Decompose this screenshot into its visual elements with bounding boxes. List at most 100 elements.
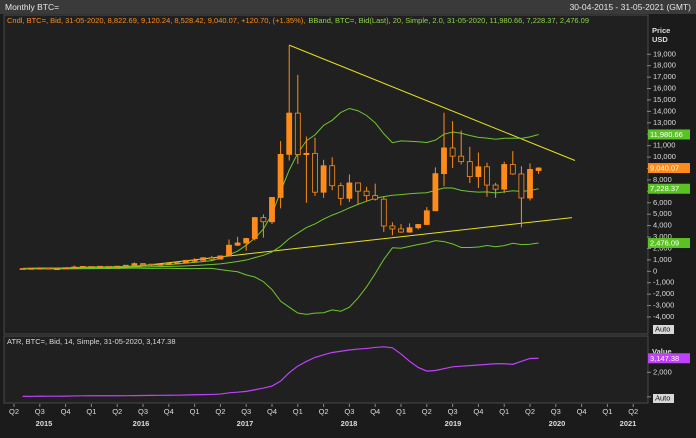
candle-body [449, 147, 456, 157]
auto-label[interactable]: Auto [655, 324, 670, 333]
trendline [289, 44, 576, 161]
x-tick-label: Q2 [319, 407, 329, 416]
candle-body [131, 263, 138, 266]
value-tag-label: 7,228.37 [650, 184, 679, 193]
year-label: 2016 [133, 419, 150, 428]
candle-body [363, 190, 370, 197]
candle-body [355, 182, 361, 192]
candle-body [406, 227, 413, 233]
candle-body [432, 173, 439, 212]
candle-body [389, 225, 396, 230]
x-tick-label: Q2 [525, 407, 535, 416]
y-tick-label: 17,000 [653, 72, 676, 81]
value-tag-label: 3,147.38 [650, 354, 679, 363]
auto-button[interactable] [653, 325, 674, 334]
candle-body [165, 262, 172, 265]
candle-body [466, 161, 473, 178]
y-label: Price [652, 26, 670, 35]
x-tick-label: Q2 [215, 407, 225, 416]
y-tick-label: 2,000 [653, 367, 672, 376]
candle-body [226, 244, 232, 257]
y-label: USD [652, 35, 668, 44]
x-tick-label: Q4 [61, 407, 71, 416]
x-tick-label: Q4 [164, 407, 174, 416]
x-tick-label: Q4 [370, 407, 380, 416]
candle-body [492, 184, 499, 190]
x-tick-label: Q3 [344, 407, 354, 416]
candle-body [484, 166, 490, 186]
x-tick-label: Q4 [267, 407, 277, 416]
y-tick-label: -4,000 [653, 312, 674, 321]
y-tick-label: 14,000 [653, 106, 676, 115]
candle-body [122, 264, 129, 267]
candle-body [217, 255, 224, 260]
year-label: 2021 [620, 419, 637, 428]
candle-body [54, 268, 60, 271]
candle-body [191, 259, 198, 262]
y-tick-label: 10,000 [653, 152, 676, 161]
candle-body [269, 197, 275, 223]
candle-body [36, 267, 43, 270]
candle-body [45, 267, 52, 270]
candle-body [441, 147, 447, 175]
y-tick-label: 0 [653, 392, 657, 401]
candle-body [501, 164, 508, 190]
candle-body [294, 112, 301, 155]
year-label: 2015 [36, 419, 53, 428]
title: Monthly BTC= [5, 2, 59, 12]
candle-body [527, 169, 533, 199]
x-tick-label: Q1 [293, 407, 303, 416]
value-tag-label: 9,040.07 [650, 164, 679, 173]
x-tick-label: Q2 [422, 407, 432, 416]
y-tick-label: 6,000 [653, 198, 672, 207]
candle-body [114, 265, 121, 268]
x-tick-label: Q1 [396, 407, 406, 416]
candle-body [475, 166, 482, 178]
y-tick-label: 1,000 [653, 255, 672, 264]
x-tick-label: Q2 [112, 407, 122, 416]
y-tick-label: 18,000 [653, 61, 676, 70]
date-range: 30-04-2015 - 31-05-2021 (GMT) [570, 2, 692, 12]
candle-body [372, 195, 379, 200]
title-bar [0, 0, 696, 14]
candle-body [183, 259, 189, 264]
value-tag-label: 2,476.09 [650, 239, 679, 248]
value-tag [648, 129, 690, 140]
x-tick-label: Q3 [35, 407, 45, 416]
value-tag [648, 238, 690, 249]
candle-body [79, 266, 86, 268]
x-tick-label: Q4 [577, 407, 587, 416]
candle-body [62, 267, 69, 270]
y-tick-label: 13,000 [653, 118, 676, 127]
candle-body [398, 228, 404, 233]
x-tick-label: Q3 [241, 407, 251, 416]
candle-body [509, 164, 516, 175]
value-tag-label: 11,980.66 [650, 130, 683, 139]
x-tick-label: Q3 [448, 407, 458, 416]
candle-body [157, 263, 164, 266]
candle-body [303, 152, 310, 155]
y-tick-label: 15,000 [653, 95, 676, 104]
y-label: Value [652, 347, 672, 356]
x-tick-label: Q1 [499, 407, 509, 416]
candle-body [97, 265, 103, 268]
year-label: 2018 [341, 419, 358, 428]
y-tick-label: -1,000 [653, 278, 674, 287]
y-tick-label: -2,000 [653, 289, 674, 298]
candle-body [286, 112, 293, 155]
candle-body [337, 185, 344, 199]
candle-body [423, 210, 430, 225]
auto-label[interactable]: Auto [655, 393, 670, 402]
candle-body [535, 167, 542, 171]
x-tick-label: Q3 [551, 407, 561, 416]
legend-atr: ATR, BTC=, Bid, 14, Simple, 31-05-2020, … [7, 337, 176, 346]
y-tick-label: 8,000 [653, 175, 672, 184]
candle-body [277, 154, 284, 198]
candle-body [518, 173, 525, 199]
legend: Cndl, BTC=, Bid, 31-05-2020, 8,822.69, 9… [7, 16, 589, 25]
y-tick-label: 3,000 [653, 232, 672, 241]
candle-body [71, 266, 78, 269]
auto-button[interactable] [653, 394, 674, 403]
y-tick-label: 19,000 [653, 49, 676, 58]
